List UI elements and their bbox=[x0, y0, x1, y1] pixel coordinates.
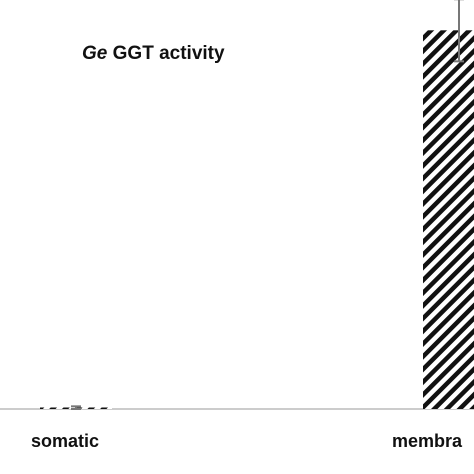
error-bars bbox=[71, 0, 464, 410]
x-tick-label-membra: membra bbox=[392, 431, 463, 451]
bars bbox=[40, 30, 474, 410]
error-bar-somatic bbox=[71, 405, 81, 410]
chart-title-rest: GGT activity bbox=[107, 43, 225, 64]
chart-title-italic: Ge bbox=[82, 43, 108, 64]
bar-membra bbox=[423, 30, 474, 410]
x-tick-label-somatic: somatic bbox=[31, 431, 99, 451]
error-bar-membra bbox=[454, 0, 464, 63]
chart-title: Ge GGT activity bbox=[82, 43, 225, 64]
